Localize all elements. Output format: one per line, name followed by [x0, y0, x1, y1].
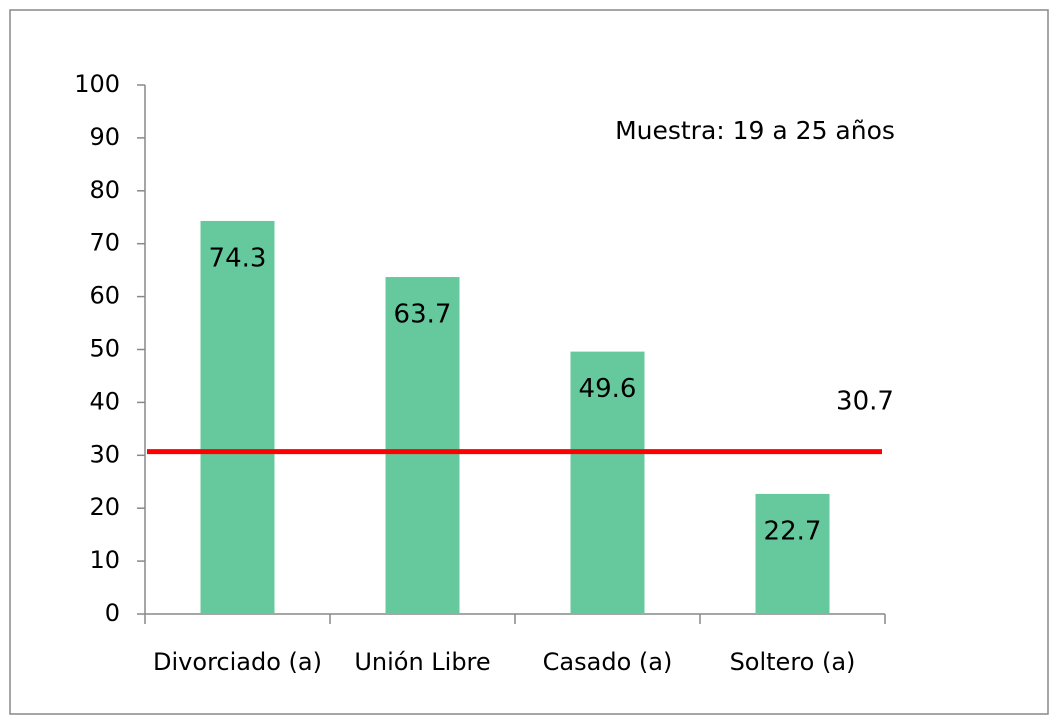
y-tick-label: 20 [89, 493, 120, 521]
y-tick-label: 30 [89, 440, 120, 468]
y-tick-label: 50 [89, 335, 120, 363]
reference-label: 30.7 [836, 387, 894, 417]
bar [755, 493, 830, 614]
y-tick-label: 70 [89, 229, 120, 257]
y-tick-label: 80 [89, 176, 120, 204]
y-tick-label: 60 [89, 282, 120, 310]
x-tick-label: Soltero (a) [730, 648, 856, 676]
bar [385, 277, 460, 614]
x-tick-label: Unión Libre [354, 648, 490, 676]
x-tick-label: Casado (a) [543, 648, 673, 676]
chart-frame [9, 9, 1049, 715]
x-tick-label: Divorciado (a) [153, 648, 322, 676]
bar [200, 220, 275, 614]
y-tick-label: 0 [105, 599, 120, 627]
y-tick-label: 100 [74, 70, 120, 98]
data-label: 22.7 [764, 516, 822, 546]
bar [570, 351, 645, 614]
data-label: 74.3 [209, 243, 267, 273]
y-tick-label: 90 [89, 123, 120, 151]
y-tick-label: 10 [89, 546, 120, 574]
y-tick-label: 40 [89, 387, 120, 415]
annotation: Muestra: 19 a 25 años [615, 116, 895, 145]
data-label: 63.7 [394, 300, 452, 330]
data-label: 49.6 [579, 374, 637, 404]
